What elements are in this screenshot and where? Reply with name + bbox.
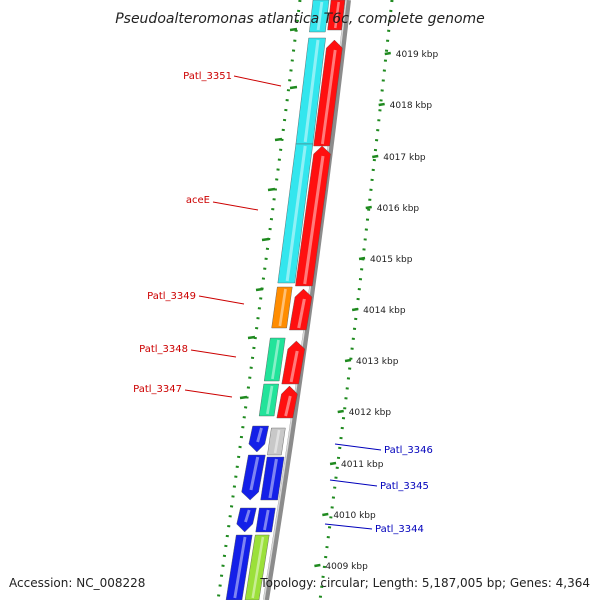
scale-tick: 4013 kbp (344, 357, 399, 367)
gene-label: Patl_3346 (334, 443, 433, 456)
accession-text: Accession: NC_008228 (9, 576, 145, 590)
gc-dash (267, 187, 276, 192)
gene-red-2 (313, 39, 343, 147)
gene-red-6 (276, 385, 298, 419)
scale-tick: 4015 kbp (358, 255, 413, 265)
gene-features (225, 0, 346, 600)
scale-tick: 4009 kbp (314, 562, 368, 572)
gene-red-3 (295, 145, 331, 287)
gc-dash (289, 85, 298, 90)
gene-label: Patl_3349 (147, 291, 245, 305)
scale-tick: 4012 kbp (337, 408, 392, 418)
gc-dash (261, 237, 270, 242)
gene-label: Patl_3351 (183, 71, 282, 87)
gene-blue-6 (225, 534, 253, 600)
scale-tick: 4019 kbp (384, 50, 439, 60)
gene-lime-1 (244, 534, 270, 600)
gene-labels: Patl_3351 aceE Patl_3349 Patl_3348 Patl_3347… (133, 71, 433, 535)
gene-label-text: aceE (186, 195, 210, 206)
scale-tick-label: 4018 kbp (390, 101, 433, 111)
gc-dash (255, 287, 264, 292)
gc-dash (289, 27, 298, 32)
gene-label: Patl_3348 (139, 344, 237, 358)
gene-blue-1 (248, 425, 269, 453)
gc-dotted-curve-right (318, 0, 394, 600)
gene-cyan-3 (277, 143, 314, 284)
scale-tick: 4011 kbp (329, 460, 384, 470)
gene-blue-4 (236, 507, 257, 533)
gene-blue-2 (241, 454, 266, 501)
scale-tick-label: 4012 kbp (349, 408, 392, 418)
gene-cyan-1 (309, 0, 330, 33)
gene-label-text: Patl_3345 (380, 481, 429, 492)
gc-dash (274, 137, 283, 142)
scale-tick-label: 4015 kbp (370, 255, 413, 265)
scale-tick-label: 4009 kbp (325, 562, 368, 572)
gene-red-4 (289, 288, 313, 331)
scale-tick-label: 4010 kbp (333, 511, 376, 521)
gene-blue-5 (255, 507, 276, 533)
scale-tick: 4016 kbp (365, 204, 420, 214)
gene-label-text: Patl_3349 (147, 291, 196, 302)
scale-tick: 4010 kbp (322, 511, 376, 521)
scale-tick-label: 4016 kbp (377, 204, 420, 214)
gene-label-text: Patl_3351 (183, 71, 232, 82)
gene-label: Patl_3345 (329, 479, 429, 492)
gc-dash (247, 335, 256, 340)
scale-tick-label: 4013 kbp (356, 357, 399, 367)
gene-gray-1 (267, 427, 286, 456)
genome-summary-text: Topology: circular; Length: 5,187,005 bp… (259, 576, 590, 590)
scale-tick: 4017 kbp (372, 153, 426, 163)
gene-green-2 (258, 383, 279, 417)
scale-ticks: 4019 kbp 4018 kbp 4017 kbp 4016 kbp 4015 kbp… (239, 27, 439, 572)
gene-green-1 (263, 337, 286, 382)
gene-label-text: Patl_3348 (139, 344, 188, 355)
scale-tick-label: 4019 kbp (396, 50, 439, 60)
gene-blue-3 (260, 456, 285, 501)
gene-label-text: Patl_3346 (384, 445, 433, 456)
scale-tick: 4018 kbp (378, 101, 433, 111)
gene-orange-1 (271, 286, 293, 329)
map-title: Pseudoalteromonas atlantica T6c, complet… (115, 11, 485, 27)
gene-label-text: Patl_3347 (133, 384, 182, 395)
gene-red-5 (281, 340, 306, 385)
gene-red-1 (327, 0, 346, 31)
gc-dash (239, 395, 248, 400)
scale-tick-label: 4017 kbp (383, 153, 426, 163)
scale-tick: 4014 kbp (351, 306, 406, 316)
gene-label: Patl_3347 (133, 384, 233, 398)
scale-tick-label: 4011 kbp (341, 460, 384, 470)
gene-label: Patl_3344 (324, 523, 424, 535)
gene-label-text: Patl_3344 (375, 524, 424, 535)
gc-dotted-curve-left (216, 0, 302, 600)
scale-tick-label: 4014 kbp (363, 306, 406, 316)
gene-label: aceE (186, 195, 259, 211)
